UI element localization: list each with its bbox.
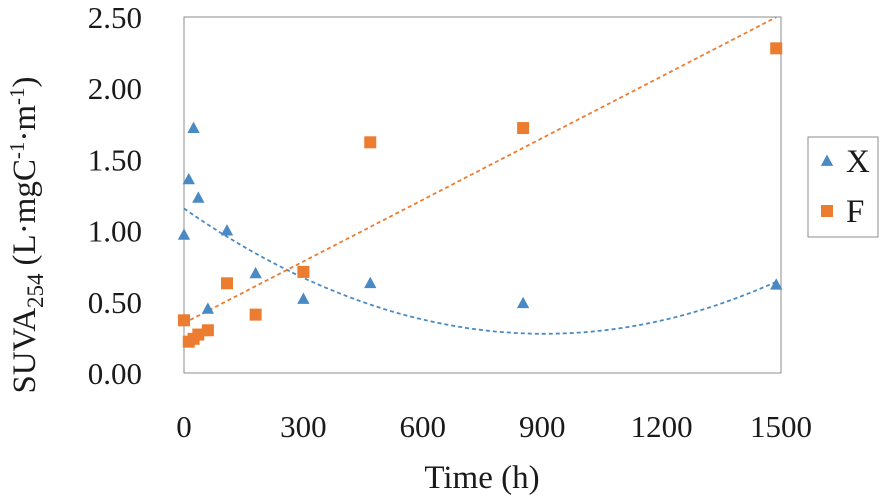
- y-axis-title-units-close: ): [7, 76, 43, 87]
- x-tick-label: 300: [280, 409, 327, 444]
- point-f: [364, 136, 377, 149]
- point-f: [201, 324, 214, 337]
- y-tick-label: 1.50: [88, 142, 142, 177]
- point-f: [192, 328, 205, 341]
- x-axis-tick-labels: 0 300 600 900 1200 1500: [176, 409, 812, 444]
- point-x: [182, 172, 195, 185]
- y-axis-title: SUVA254(L·mgC-1·m-1): [5, 76, 48, 393]
- point-x: [297, 292, 310, 304]
- point-x: [177, 228, 191, 240]
- legend-marker-f: [821, 205, 833, 217]
- point-x: [770, 278, 783, 290]
- point-f: [249, 308, 262, 321]
- point-x: [516, 296, 530, 309]
- point-f: [178, 314, 190, 327]
- trendlines: [183, 16, 777, 335]
- point-f: [220, 277, 233, 290]
- x-tick-label: 1200: [631, 409, 693, 444]
- x-tick-label: 900: [519, 409, 566, 444]
- point-x: [192, 191, 205, 203]
- y-axis-title-base: SUVA: [7, 308, 43, 394]
- y-tick-label: 1.00: [88, 214, 142, 249]
- y-axis-title-subscript: 254: [23, 273, 48, 308]
- point-f: [517, 122, 530, 135]
- y-axis-title-units-open: (L·mgC: [7, 159, 43, 265]
- trendline-f: [183, 16, 777, 324]
- plot-frame: [183, 16, 782, 374]
- y-axis-tick-labels: 0.00 0.50 1.00 1.50 2.00 2.50: [88, 0, 142, 391]
- y-tick-label: 2.50: [88, 0, 142, 35]
- x-axis-title: Time (h): [424, 460, 539, 496]
- legend: XF: [807, 136, 879, 238]
- point-x: [187, 121, 200, 133]
- x-tick-label: 600: [400, 409, 447, 444]
- y-axis-title-exponent-1: -1: [5, 142, 29, 160]
- legend-box: [807, 136, 879, 238]
- y-tick-label: 0.50: [88, 285, 142, 320]
- y-tick-label: 0.00: [88, 356, 142, 391]
- legend-marker-x: [820, 154, 834, 166]
- point-f: [770, 42, 783, 55]
- point-x: [364, 276, 377, 289]
- point-x: [220, 224, 234, 236]
- trendline-x: [183, 207, 777, 335]
- data-points: [177, 42, 783, 348]
- x-tick-label: 1500: [750, 409, 812, 444]
- point-x: [201, 302, 215, 314]
- y-tick-label: 2.00: [88, 71, 142, 106]
- x-tick-label: 0: [176, 409, 192, 444]
- plot-area: [183, 16, 782, 374]
- legend-label-f: F: [846, 194, 864, 230]
- point-x: [249, 266, 262, 279]
- point-f: [297, 265, 310, 278]
- legend-label-x: X: [846, 144, 870, 180]
- y-axis-title-units-mid: ·m: [7, 105, 43, 142]
- y-axis-title-exponent-2: -1: [5, 87, 29, 105]
